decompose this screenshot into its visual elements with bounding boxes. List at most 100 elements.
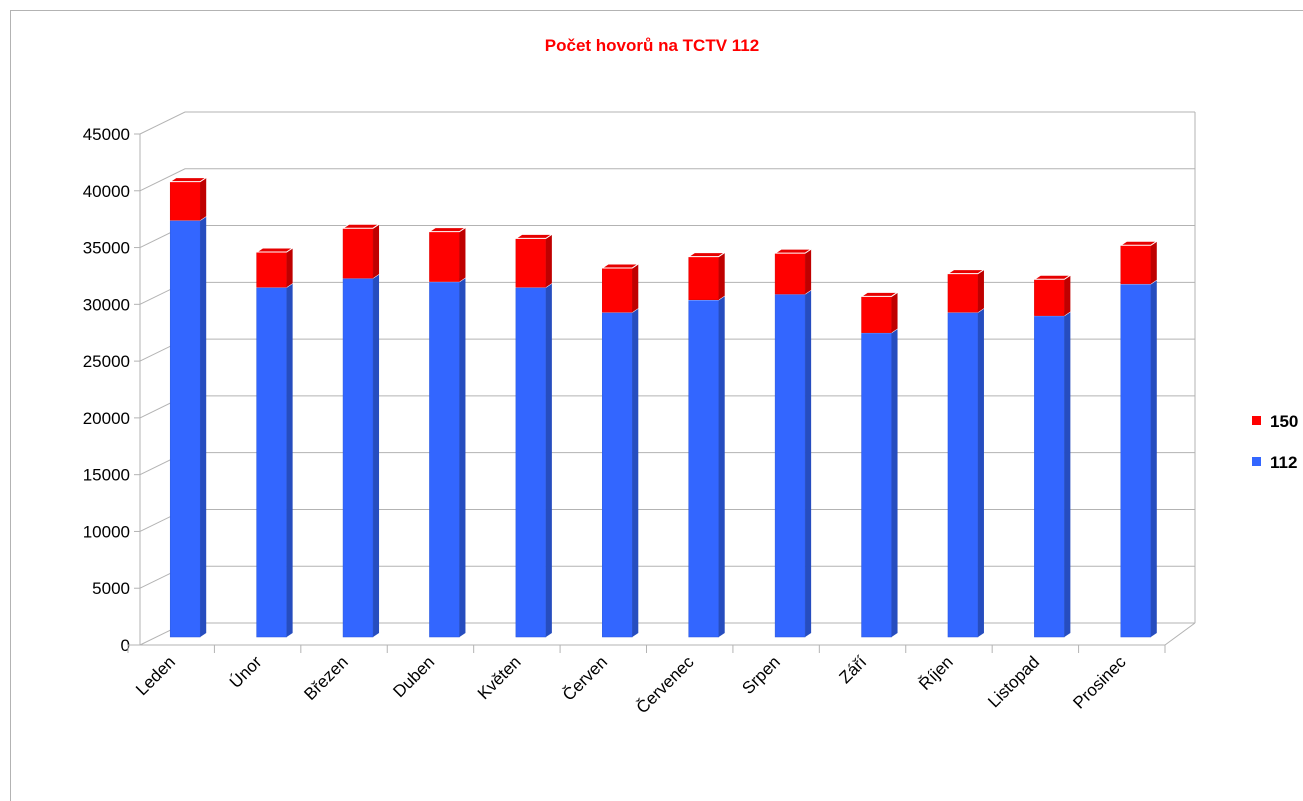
bar-segment — [687, 295, 727, 638]
bar-front — [1034, 315, 1065, 638]
bar-segment — [427, 227, 468, 282]
bar-top — [427, 227, 468, 233]
bar-side — [459, 277, 466, 637]
bar-front — [515, 238, 547, 288]
bar-segment — [1032, 311, 1073, 638]
bar-front — [947, 311, 979, 638]
bar-segment — [687, 252, 727, 300]
bar-segment — [168, 215, 208, 638]
y-tick-label: 25000 — [83, 352, 130, 371]
bar-side — [200, 177, 207, 221]
bar-side — [891, 292, 898, 333]
bar-front — [342, 277, 374, 638]
bar-segment — [168, 177, 208, 221]
bar-front — [947, 273, 979, 313]
legend-swatch — [1252, 416, 1261, 425]
bar-segment — [427, 277, 468, 638]
legend-label: 112 — [1270, 453, 1297, 472]
bar-front — [1120, 244, 1152, 285]
bar-front — [256, 251, 287, 288]
bar-segment — [514, 233, 554, 288]
y-tick-label: 20000 — [83, 409, 130, 428]
y-tick-label: 5000 — [92, 579, 130, 598]
bar-top — [168, 177, 208, 183]
bar-side — [459, 227, 466, 282]
bar-front — [429, 281, 460, 638]
y-tick-label: 0 — [121, 636, 130, 655]
bar-front — [515, 286, 547, 638]
y-tick-label: 30000 — [83, 295, 130, 314]
bar-segment — [514, 282, 554, 638]
bar-segment — [1032, 274, 1073, 316]
bar-top — [514, 233, 554, 239]
bar-front — [602, 311, 633, 638]
bar-front — [861, 332, 892, 638]
bar-segment — [600, 307, 640, 638]
y-tick-label: 10000 — [83, 522, 130, 541]
bar-front — [169, 220, 201, 638]
bar-top — [773, 248, 813, 254]
bar-segment — [600, 263, 640, 313]
bar-side — [286, 248, 293, 288]
bar-segment — [341, 223, 381, 279]
bar-side — [977, 269, 984, 313]
bar-segment — [773, 289, 813, 638]
bar-side — [805, 290, 812, 637]
y-tick-label: 15000 — [83, 466, 130, 485]
bar-side — [1150, 241, 1157, 284]
grid-line — [139, 168, 1195, 192]
y-tick-label: 40000 — [83, 182, 130, 201]
bar-side — [200, 216, 207, 638]
bar-front — [1120, 283, 1152, 638]
bar-side — [632, 308, 639, 637]
legend-label: 150 — [1270, 412, 1298, 431]
bar-top — [254, 247, 295, 253]
bar-top — [1032, 274, 1073, 280]
bar-side — [805, 249, 812, 295]
bar-segment — [1119, 279, 1159, 638]
bar-segment — [341, 273, 381, 638]
y-tick-label: 35000 — [83, 239, 130, 258]
bar-segment — [773, 248, 813, 295]
chart-frame — [10, 10, 1303, 801]
bar-top — [600, 263, 640, 269]
bar-segment — [946, 307, 986, 638]
bar-side — [718, 295, 725, 637]
bar-front — [774, 293, 806, 638]
bar-side — [286, 283, 293, 637]
bar-segment — [859, 291, 900, 333]
bar-side — [977, 308, 984, 637]
bar-side — [632, 263, 639, 313]
bar-side — [891, 328, 898, 637]
bar-side — [718, 252, 725, 300]
bar-front — [256, 286, 287, 638]
bar-segment — [1119, 240, 1159, 285]
bar-front — [169, 181, 201, 221]
bar-segment — [254, 247, 295, 288]
bar-front — [1034, 279, 1065, 316]
bar-top — [687, 252, 727, 258]
bar-side — [1150, 279, 1157, 637]
bar-side — [1064, 275, 1071, 316]
bar-side — [545, 234, 552, 288]
bar-side — [1064, 311, 1071, 637]
bar-top — [341, 223, 381, 229]
bar-segment — [946, 269, 986, 313]
bar-top — [1119, 240, 1159, 246]
bar-top — [859, 291, 900, 297]
chart-title: Počet hovorů na TCTV 112 — [545, 36, 759, 55]
bar-front — [429, 231, 460, 282]
bar-top — [946, 269, 986, 275]
legend-swatch — [1252, 457, 1261, 466]
bar-front — [861, 296, 892, 333]
y-tick-label: 45000 — [83, 125, 130, 144]
bar-front — [688, 299, 719, 638]
bar-front — [602, 267, 633, 313]
bar-front — [342, 227, 374, 279]
bar-side — [545, 283, 552, 637]
bar-front — [688, 256, 719, 300]
bar-segment — [254, 282, 295, 638]
grid-line — [139, 111, 1195, 135]
bar-side — [373, 224, 380, 279]
